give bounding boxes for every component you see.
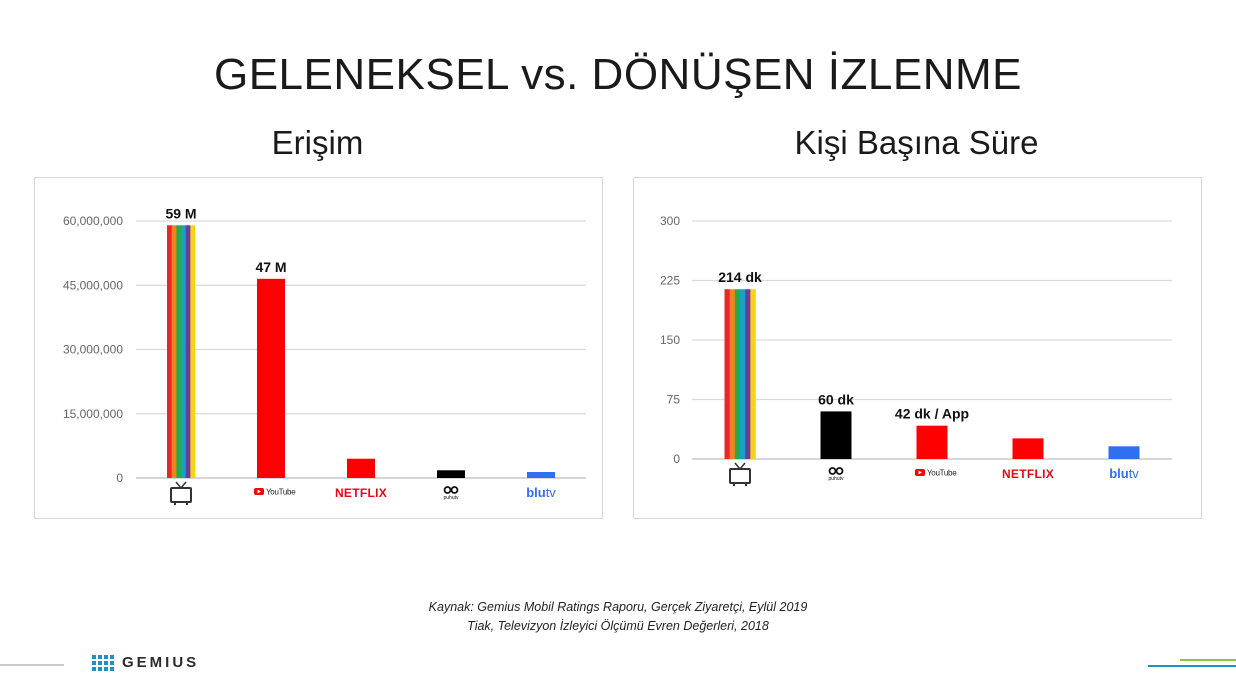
data-label: 60 dk bbox=[818, 391, 854, 407]
youtube-logo-icon: YouTube bbox=[915, 469, 957, 478]
tv-icon-leg bbox=[733, 483, 735, 486]
y-tick-label: 225 bbox=[660, 274, 680, 288]
tv-icon-antenna-left bbox=[734, 462, 741, 470]
chart-title-kisi-basina-sure: Kişi Başına Süre bbox=[794, 124, 1039, 161]
category-label: puhutv bbox=[828, 476, 844, 482]
category-label: YouTube bbox=[266, 488, 296, 497]
data-label: 214 dk bbox=[718, 269, 762, 285]
blutv-logo-icon: blutv bbox=[526, 485, 556, 500]
tv-icon bbox=[170, 481, 192, 505]
youtube-play-triangle bbox=[257, 489, 261, 494]
chart-erisim: 0 15,000,000 30,000,000 45,000,000 60,000,00… bbox=[63, 205, 586, 505]
bar-tv bbox=[724, 289, 756, 459]
bar-tv-stripe bbox=[190, 225, 196, 478]
y-tick-label: 0 bbox=[673, 452, 680, 466]
footer-divider-left bbox=[0, 664, 64, 666]
source-line-2: Tiak, Televizyon İzleyici Ölçümü Evren D… bbox=[467, 619, 769, 633]
footer-accent-blue bbox=[1148, 665, 1236, 667]
bar-tv-stripe bbox=[167, 225, 172, 478]
bar-tv-stripe bbox=[750, 289, 756, 459]
bar-tv-stripe bbox=[724, 289, 730, 459]
y-tick-label: 300 bbox=[660, 214, 680, 228]
chart-kisi-basina-sure: 0 75 150 225 300 214 dk 60 dk puhutv 42 dk / App… bbox=[660, 214, 1172, 486]
tv-icon-leg bbox=[745, 483, 747, 486]
data-label: 59 M bbox=[165, 205, 196, 221]
data-label: 47 M bbox=[255, 259, 286, 275]
puhutv-logo-ring bbox=[450, 486, 459, 494]
puhutv-logo-ring bbox=[443, 486, 452, 494]
y-tick-label: 45,000,000 bbox=[63, 278, 123, 292]
youtube-play-triangle bbox=[918, 470, 922, 475]
netflix-logo-icon: NETFLIX bbox=[335, 486, 387, 500]
bar-tv-stripe bbox=[176, 225, 182, 478]
tv-icon-antenna-left bbox=[175, 481, 182, 489]
bar bbox=[347, 458, 375, 478]
puhutv-logo-icon: puhutv bbox=[443, 486, 459, 501]
bar-tv-stripe bbox=[185, 225, 191, 478]
youtube-logo-icon: YouTube bbox=[254, 488, 296, 497]
bar-tv-stripe bbox=[740, 289, 746, 459]
bar-tv-stripe bbox=[181, 225, 186, 478]
bar bbox=[1012, 438, 1044, 459]
bar-tv-stripe bbox=[171, 225, 177, 478]
y-tick-label: 150 bbox=[660, 333, 680, 347]
puhutv-logo-icon: puhutv bbox=[828, 467, 844, 482]
data-label: 42 dk / App bbox=[895, 406, 969, 422]
bar bbox=[820, 411, 852, 459]
tv-icon-antenna-right bbox=[739, 462, 746, 470]
y-tick-label: 15,000,000 bbox=[63, 407, 123, 421]
bar bbox=[257, 278, 285, 478]
chart-panel-erisim: 0 15,000,000 30,000,000 45,000,000 60,000,00… bbox=[34, 177, 603, 519]
blutv-logo-icon: blutv bbox=[1109, 466, 1139, 481]
gemius-logo-text: GEMIUS bbox=[122, 654, 200, 671]
bar-tv-stripe bbox=[734, 289, 741, 459]
chart-title-erisim: Erişim bbox=[271, 124, 364, 161]
tv-icon-leg bbox=[174, 502, 176, 505]
category-label: YouTube bbox=[927, 469, 957, 478]
bar bbox=[437, 470, 465, 478]
bar bbox=[916, 425, 948, 459]
netflix-logo-icon: NETFLIX bbox=[1002, 467, 1054, 481]
tv-icon-antenna-right bbox=[180, 481, 187, 489]
chart-panel-sure: 0 75 150 225 300 214 dk 60 dk puhutv 42 dk / App… bbox=[633, 177, 1202, 519]
tv-icon-leg bbox=[186, 502, 188, 505]
y-tick-label: 60,000,000 bbox=[63, 214, 123, 228]
page-title: GELENEKSEL vs. DÖNÜŞEN İZLENME bbox=[213, 50, 1022, 99]
puhutv-logo-ring bbox=[835, 467, 844, 475]
tv-icon-body bbox=[170, 487, 192, 503]
gemius-logo: GEMIUS bbox=[92, 654, 199, 671]
puhutv-logo-ring bbox=[828, 467, 837, 475]
bar bbox=[1108, 446, 1140, 459]
y-tick-label: 75 bbox=[667, 393, 681, 407]
bar-tv-stripe bbox=[745, 289, 751, 459]
y-tick-label: 0 bbox=[116, 471, 123, 485]
gemius-logo-icon bbox=[92, 654, 114, 671]
tv-icon bbox=[729, 462, 751, 486]
bar-tv bbox=[167, 225, 196, 478]
bar-tv-stripe bbox=[729, 289, 736, 459]
y-tick-label: 30,000,000 bbox=[63, 343, 123, 357]
bar bbox=[527, 472, 555, 478]
source-note: Kaynak: Gemius Mobil Ratings Raporu, Ger… bbox=[0, 598, 1236, 636]
category-label: puhutv bbox=[443, 495, 459, 501]
tv-icon-body bbox=[729, 468, 751, 484]
footer-accent-green bbox=[1180, 659, 1236, 661]
source-line-1: Kaynak: Gemius Mobil Ratings Raporu, Ger… bbox=[428, 600, 808, 614]
